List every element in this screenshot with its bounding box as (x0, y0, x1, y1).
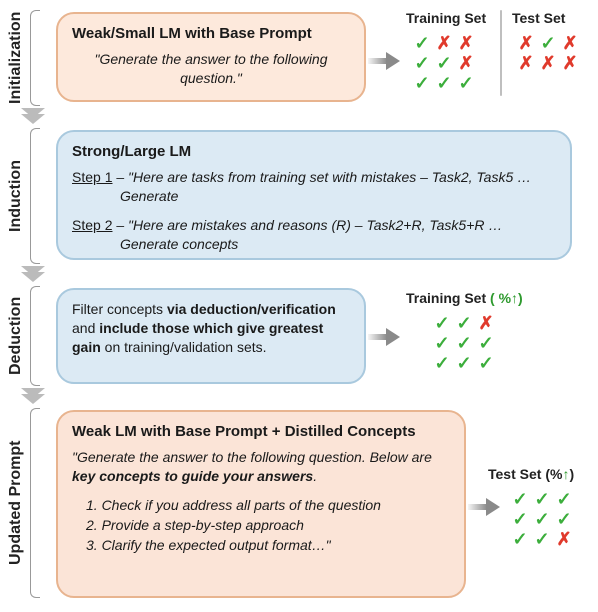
trainset-text: Training Set (406, 290, 486, 306)
init-prompt: "Generate the answer to the following qu… (72, 48, 350, 90)
step2-text: – "Here are mistakes and reasons (R) – T… (112, 217, 502, 252)
ded-l1b: via deduction/verification (167, 301, 336, 317)
concept-1: 1. Check if you address all parts of the… (86, 496, 450, 515)
deduction-box: Filter concepts via deduction/verificati… (56, 288, 366, 384)
induction-title: Strong/Large LM (72, 142, 556, 162)
induction-step2: Step 2 – "Here are mistakes and reasons … (72, 216, 556, 254)
updated-box: Weak LM with Base Prompt + Distilled Con… (56, 410, 466, 598)
pct-close: ) (518, 290, 523, 306)
label-test-set-2: Test Set (%↑) (488, 466, 574, 482)
ded-l1a: Filter concepts (72, 301, 167, 317)
up-bold: key concepts to guide your answers (72, 468, 313, 484)
init-train-marks: ✓✗✗ ✓✓✗ ✓✓✓ (412, 34, 476, 92)
stage-label-updated: Updated Prompt (0, 408, 32, 598)
updated-prompt: "Generate the answer to the following qu… (72, 448, 450, 486)
train-test-divider (500, 10, 502, 96)
step1-text: – "Here are tasks from training set with… (112, 169, 531, 204)
updated-concepts: 1. Check if you address all parts of the… (72, 496, 450, 555)
pct-open: ( % (490, 290, 511, 306)
init-box: Weak/Small LM with Base Prompt "Generate… (56, 12, 366, 102)
label-training-set-1: Training Set (406, 10, 486, 26)
concept-3: 3. Clarify the expected output format…" (86, 536, 450, 555)
label-training-set-2: Training Set ( %↑) (406, 290, 523, 306)
step1-label: Step 1 (72, 169, 112, 185)
concept-2: 2. Provide a step-by-step approach (86, 516, 450, 535)
arrow-init (368, 54, 402, 68)
init-title: Weak/Small LM with Base Prompt (72, 24, 350, 44)
up-post: . (313, 468, 317, 484)
ded-train-marks: ✓✓✗ ✓✓✓ ✓✓✓ (432, 314, 496, 372)
arrow-updated (468, 500, 502, 514)
up-pre: "Generate the answer to the following qu… (72, 449, 432, 465)
label-test-set-1: Test Set (512, 10, 565, 26)
updated-test-marks: ✓✓✓ ✓✓✓ ✓✓✗ (510, 490, 574, 548)
bracket-induction (30, 128, 40, 264)
ded-l2a: and (72, 320, 99, 336)
bracket-init (30, 10, 40, 106)
ded-l3: on training/validation sets. (101, 339, 267, 355)
stage-label-deduction: Deduction (0, 286, 32, 386)
stage-label-induction: Induction (0, 128, 32, 264)
up-arrow-1: ↑ (511, 290, 518, 306)
induction-box: Strong/Large LM Step 1 – "Here are tasks… (56, 130, 572, 260)
testset-up-close: ) (569, 466, 574, 482)
arrow-deduction (368, 330, 402, 344)
induction-step1: Step 1 – "Here are tasks from training s… (72, 168, 556, 206)
testset-up-text: Test Set (% (488, 466, 562, 482)
bracket-updated (30, 408, 40, 598)
init-test-marks: ✗✓✗ ✗✗✗ (516, 34, 580, 72)
bracket-deduction (30, 286, 40, 386)
updated-title: Weak LM with Base Prompt + Distilled Con… (72, 422, 450, 442)
stage-label-initialization: Initialization (0, 8, 32, 108)
step2-label: Step 2 (72, 217, 112, 233)
